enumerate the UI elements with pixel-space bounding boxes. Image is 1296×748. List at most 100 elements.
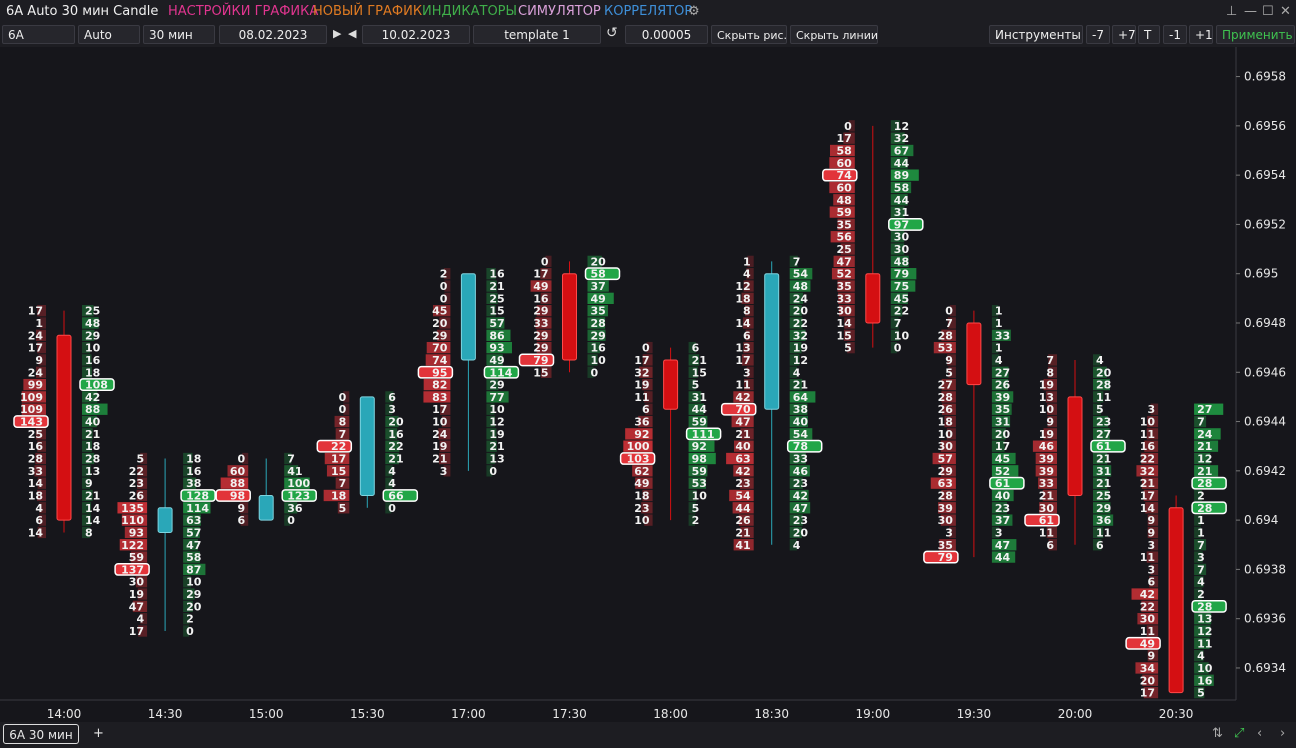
menu-item[interactable]: КОРРЕЛЯТОР [604, 4, 693, 19]
bid-volume: 88 [230, 477, 245, 490]
bid-cell [740, 428, 754, 440]
bid-cell [745, 329, 754, 341]
minimize-icon[interactable]: — [1244, 4, 1257, 19]
ask-cell [284, 465, 299, 477]
ask-volume: 59 [692, 416, 707, 429]
bid-volume: 21 [1140, 477, 1155, 490]
ask-volume: 31 [1096, 465, 1111, 478]
shift-button[interactable]: +1 [1189, 25, 1213, 44]
ask-cell [890, 292, 908, 305]
ask-volume: 40 [793, 416, 809, 429]
date-from[interactable]: 08.02.2023 [219, 25, 327, 44]
settings-icon[interactable]: ⚙ [688, 4, 700, 19]
bid-cell [642, 489, 653, 502]
ask-volume: 20 [591, 255, 607, 268]
ask-cell [82, 440, 92, 452]
ask-cell [789, 502, 811, 514]
ask-volume: 15 [489, 305, 504, 318]
ask-volume: 21 [489, 280, 504, 293]
bid-cell [316, 439, 353, 453]
ask-volume: 7 [1197, 416, 1205, 429]
ask-volume: 11 [1096, 526, 1111, 539]
ask-cell [483, 365, 520, 379]
bid-cell [138, 625, 148, 637]
close-icon[interactable]: ✕ [1280, 4, 1291, 19]
prev-arrow[interactable]: ◀ [348, 27, 357, 40]
bid-volume: 18 [735, 292, 750, 305]
ask-volume: 23 [793, 477, 808, 490]
apply-button[interactable]: Применить [1216, 25, 1295, 44]
ask-volume: 4 [793, 366, 801, 379]
bid-cell [34, 465, 46, 477]
bid-volume: 11 [735, 379, 750, 392]
ask-volume: 5 [692, 379, 700, 392]
bid-cell [940, 514, 956, 526]
ask-volume: 23 [1096, 416, 1111, 429]
date-to[interactable]: 10.02.2023 [362, 25, 470, 44]
ask-volume: 2 [1197, 489, 1205, 502]
ask-cell [789, 280, 811, 292]
ask-cell [284, 514, 291, 526]
x-tick-label: 15:30 [350, 707, 385, 721]
bid-cell [942, 403, 956, 415]
menu-item[interactable]: НОВЫЙ ГРАФИК [313, 4, 423, 19]
hide-lines-button[interactable]: Скрыть линии [790, 25, 878, 44]
next-arrow[interactable]: ▶ [333, 27, 342, 40]
bid-volume: 16 [533, 292, 549, 305]
reset-icon[interactable]: ↺ [606, 25, 618, 41]
bid-volume: 0 [339, 403, 347, 416]
bid-volume: 9 [238, 502, 246, 515]
bid-cell [440, 403, 451, 415]
scroll-left[interactable]: ‹ [1257, 726, 1263, 741]
tab[interactable]: 6A 30 мин [3, 724, 79, 744]
hide-drawings-button[interactable]: Скрыть рис. [711, 25, 787, 44]
sort-icon[interactable]: ⇅ [1212, 726, 1223, 741]
bid-cell [540, 366, 552, 378]
template-select[interactable]: template 1 [473, 25, 601, 44]
ask-cell [1093, 477, 1108, 489]
bid-volume: 3 [1147, 563, 1155, 576]
bid-volume: 10 [1039, 403, 1055, 416]
bid-volume: 11 [1140, 428, 1155, 441]
period-select[interactable]: 30 мин [143, 25, 215, 44]
ask-volume: 19 [793, 342, 808, 355]
expand-icon[interactable]: ⤢ [1234, 726, 1245, 741]
maximize-icon[interactable]: ☐ [1262, 4, 1274, 19]
ask-volume: 38 [793, 403, 808, 416]
ask-cell [890, 255, 909, 268]
bid-cell [1141, 477, 1159, 489]
mode-select[interactable]: Auto [78, 25, 140, 44]
bid-cell [38, 354, 46, 366]
shift-button[interactable]: +7 [1112, 25, 1136, 44]
y-tick-label: 0.695 [1244, 267, 1278, 281]
menu-item[interactable]: ИНДИКАТОРЫ [422, 4, 517, 19]
shift-button[interactable]: -1 [1163, 25, 1187, 44]
tools-button[interactable]: Инструменты [989, 25, 1083, 44]
pin-icon[interactable]: ⊥ [1226, 4, 1238, 19]
scroll-right[interactable]: › [1280, 726, 1286, 741]
symbol-select[interactable]: 6A [2, 25, 75, 44]
step-input[interactable]: 0.00005 [625, 25, 708, 44]
ask-cell [789, 477, 803, 489]
ask-cell [587, 341, 601, 354]
ask-cell [991, 317, 999, 329]
add-tab[interactable]: + [93, 726, 104, 741]
shift-button[interactable]: -7 [1086, 25, 1110, 44]
ask-volume: 75 [894, 280, 909, 293]
shift-button[interactable]: T [1138, 25, 1160, 44]
ask-volume: 0 [489, 465, 497, 478]
ask-volume: 1 [995, 342, 1003, 355]
ask-volume: 4 [1096, 354, 1104, 367]
menu-item[interactable]: СИМУЛЯТОР [518, 4, 601, 19]
ask-volume: 3 [995, 526, 1003, 539]
ask-volume: 28 [1197, 502, 1212, 515]
bid-cell [644, 391, 653, 403]
menu-item[interactable]: НАСТРОЙКИ ГРАФИКА [168, 4, 319, 19]
ask-volume: 46 [793, 465, 809, 478]
bid-volume: 8 [743, 305, 751, 318]
ask-volume: 11 [1096, 391, 1111, 404]
ask-cell [82, 502, 92, 514]
ask-volume: 15 [692, 366, 707, 379]
bid-volume: 30 [938, 440, 954, 453]
ask-cell [890, 280, 916, 292]
